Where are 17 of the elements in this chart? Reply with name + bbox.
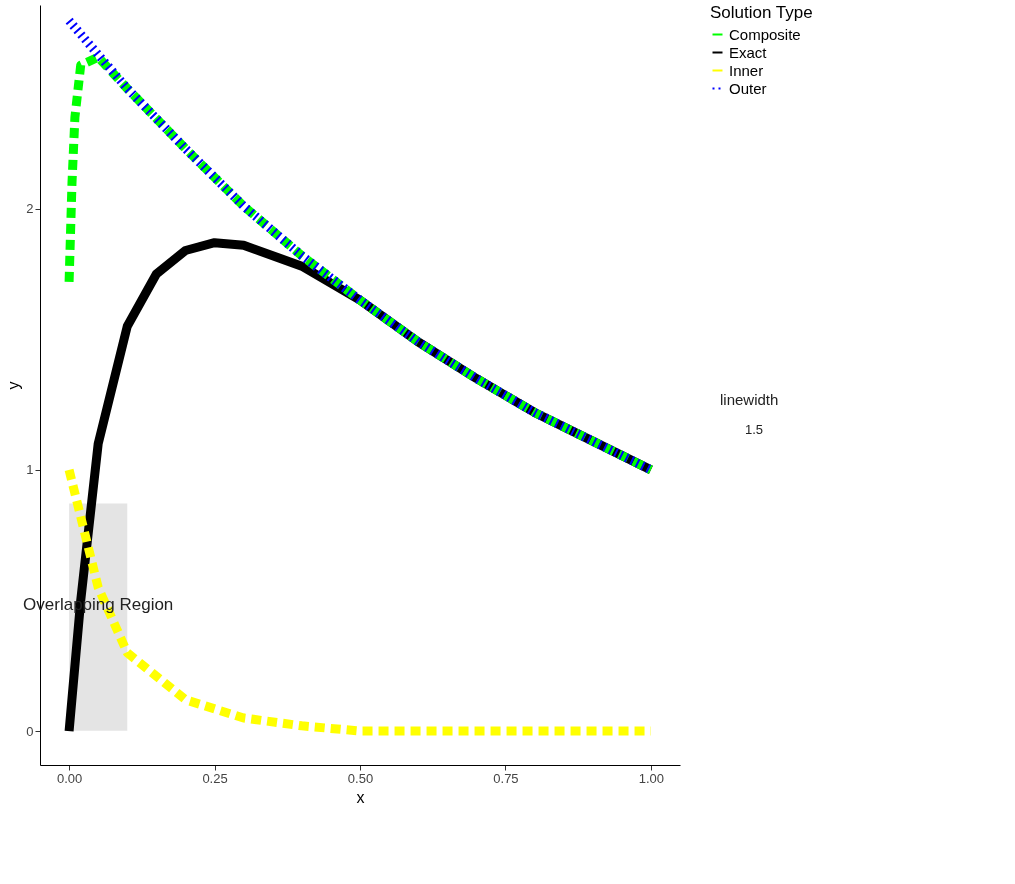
- text: 1.5: [745, 422, 764, 438]
- y-tick-label: 1: [26, 462, 34, 478]
- y-axis-title: y: [5, 381, 23, 390]
- x-tick-label: 0.50: [347, 770, 374, 786]
- x-tick-label: 0.00: [56, 770, 83, 786]
- y-tick-label: 0: [26, 723, 34, 739]
- x-tick-label: 0.75: [493, 770, 519, 786]
- legend-label: Exact: [729, 43, 768, 61]
- x-tick-label: 1.00: [638, 770, 665, 786]
- legend-label: Inner: [729, 61, 764, 79]
- x-axis-title: x: [356, 788, 365, 806]
- legend-label: Composite: [729, 25, 801, 43]
- x-tick-label: 0.25: [202, 770, 228, 786]
- text: linewidth: [720, 391, 779, 409]
- legend-title: Solution Type: [710, 3, 813, 22]
- legend-label: Outer: [729, 79, 767, 97]
- y-tick-label: 2: [26, 201, 34, 217]
